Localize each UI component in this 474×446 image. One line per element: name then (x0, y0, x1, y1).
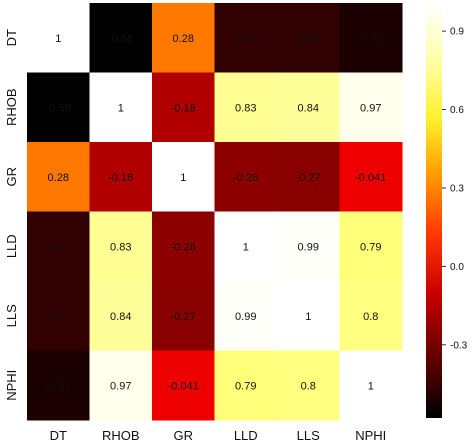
heatmap-cell (214, 211, 278, 282)
cell-value-label: -0.27 (171, 311, 196, 323)
colorbar-tick-label: 0.6 (450, 105, 464, 116)
cell-value-label: 0.84 (298, 102, 319, 114)
heatmap-cell (27, 281, 90, 351)
cell-value-label: 0.97 (110, 380, 131, 392)
cell-value-label: 1 (368, 380, 374, 392)
heatmap-cell (339, 211, 403, 282)
cell-value-label: -0.58 (46, 102, 71, 114)
cell-value-label: 1 (118, 102, 124, 114)
cell-value-label: -0.47 (46, 311, 71, 323)
x-tick-label: NPHI (355, 428, 386, 443)
heatmap-cell (214, 3, 278, 73)
heatmap-cell (277, 281, 340, 351)
cell-value-label: 0.79 (360, 241, 381, 253)
colorbar-ticks: 0.9 0.6 0.3 0.0 -0.3 (442, 27, 468, 351)
cell-value-label: -0.47 (296, 33, 321, 45)
cell-value-label: 1 (243, 241, 249, 253)
heatmap-cell (27, 211, 90, 282)
heatmap-cell (214, 72, 278, 143)
cell-value-label: -0.18 (108, 172, 133, 184)
cell-value-label: -0.27 (296, 172, 321, 184)
heatmap-cell (277, 3, 340, 73)
y-tick-label: LLS (4, 304, 19, 327)
cell-value-label: 0.8 (363, 311, 378, 323)
heatmap-cells: 1 -0.58 0.28 -0.47 -0.47 -0.52 -0.58 1 -0.18 0.83… (27, 3, 403, 421)
cell-value-label: 0.79 (235, 380, 256, 392)
heatmap-cell (152, 3, 215, 73)
heatmap-cell (89, 211, 153, 282)
x-tick-label: LLS (297, 428, 320, 443)
cell-value-label: 0.28 (173, 33, 194, 45)
heatmap-cell (27, 142, 90, 212)
cell-value-label: -0.47 (233, 33, 258, 45)
cell-value-label: -0.52 (46, 380, 71, 392)
heatmap-cell (89, 72, 153, 143)
cell-value-label: 0.28 (48, 172, 69, 184)
x-tick-label: RHOB (102, 428, 140, 443)
heatmap-cell (152, 281, 215, 351)
heatmap-cell (277, 350, 340, 421)
heatmap-cell (27, 350, 90, 421)
y-tick-label: GR (4, 167, 19, 187)
heatmap-cell (152, 211, 215, 282)
cell-value-label: 1 (55, 33, 61, 45)
heatmap-cell (89, 281, 153, 351)
cell-value-label: -0.26 (171, 241, 196, 253)
colorbar-tick-label: 0.9 (450, 27, 464, 38)
cell-value-label: 0.97 (360, 102, 381, 114)
heatmap-cell (339, 350, 403, 421)
cell-value-label: 0.99 (298, 241, 319, 253)
x-tick-label: DT (50, 428, 67, 443)
heatmap-cell (277, 142, 340, 212)
cell-value-label: -0.26 (233, 172, 258, 184)
heatmap-cell (152, 142, 215, 212)
cell-value-label: 1 (180, 172, 186, 184)
heatmap-cell (277, 72, 340, 143)
heatmap-cell (152, 72, 215, 143)
y-tick-label: LLD (4, 234, 19, 258)
cell-value-label: -0.041 (355, 172, 386, 184)
x-tick-label: LLD (234, 428, 258, 443)
heatmap-cell (27, 72, 90, 143)
cell-value-label: -0.041 (168, 380, 199, 392)
heatmap-cell (339, 3, 403, 73)
cell-value-label: -0.58 (108, 33, 133, 45)
heatmap-cell (339, 281, 403, 351)
x-axis-labels: DT RHOB GR LLD LLS NPHI (50, 428, 387, 443)
x-tick-label: GR (174, 428, 194, 443)
cell-value-label: -0.47 (46, 241, 71, 253)
heatmap-cell (89, 142, 153, 212)
y-tick-label: RHOB (4, 88, 19, 126)
y-tick-label: NPHI (4, 370, 19, 401)
heatmap-cell (214, 350, 278, 421)
colorbar-gradient (426, 5, 442, 418)
heatmap-cell (277, 211, 340, 282)
cell-value-label: 1 (305, 311, 311, 323)
cell-value-label: 0.99 (235, 311, 256, 323)
cell-value-label: 0.84 (110, 311, 131, 323)
heatmap-cell (339, 72, 403, 143)
cell-value-label: 0.8 (301, 380, 316, 392)
y-tick-label: DT (4, 29, 19, 46)
colorbar (426, 5, 442, 418)
heatmap-cell (89, 350, 153, 421)
cell-value-label: -0.18 (171, 102, 196, 114)
heatmap-cell (214, 142, 278, 212)
cell-value-label: -0.52 (358, 33, 383, 45)
heatmap-cell (27, 3, 90, 73)
colorbar-tick-label: 0.0 (450, 262, 464, 273)
colorbar-tick-label: -0.3 (450, 340, 468, 351)
heatmap-cell (89, 3, 153, 73)
colorbar-tick-label: 0.3 (450, 183, 464, 194)
y-axis-labels: DT RHOB GR LLD LLS NPHI (4, 29, 19, 401)
cell-value-label: 0.83 (110, 241, 131, 253)
heatmap-cell (152, 350, 215, 421)
cell-value-label: 0.83 (235, 102, 256, 114)
heatmap-cell (214, 281, 278, 351)
heatmap-cell (339, 142, 403, 212)
